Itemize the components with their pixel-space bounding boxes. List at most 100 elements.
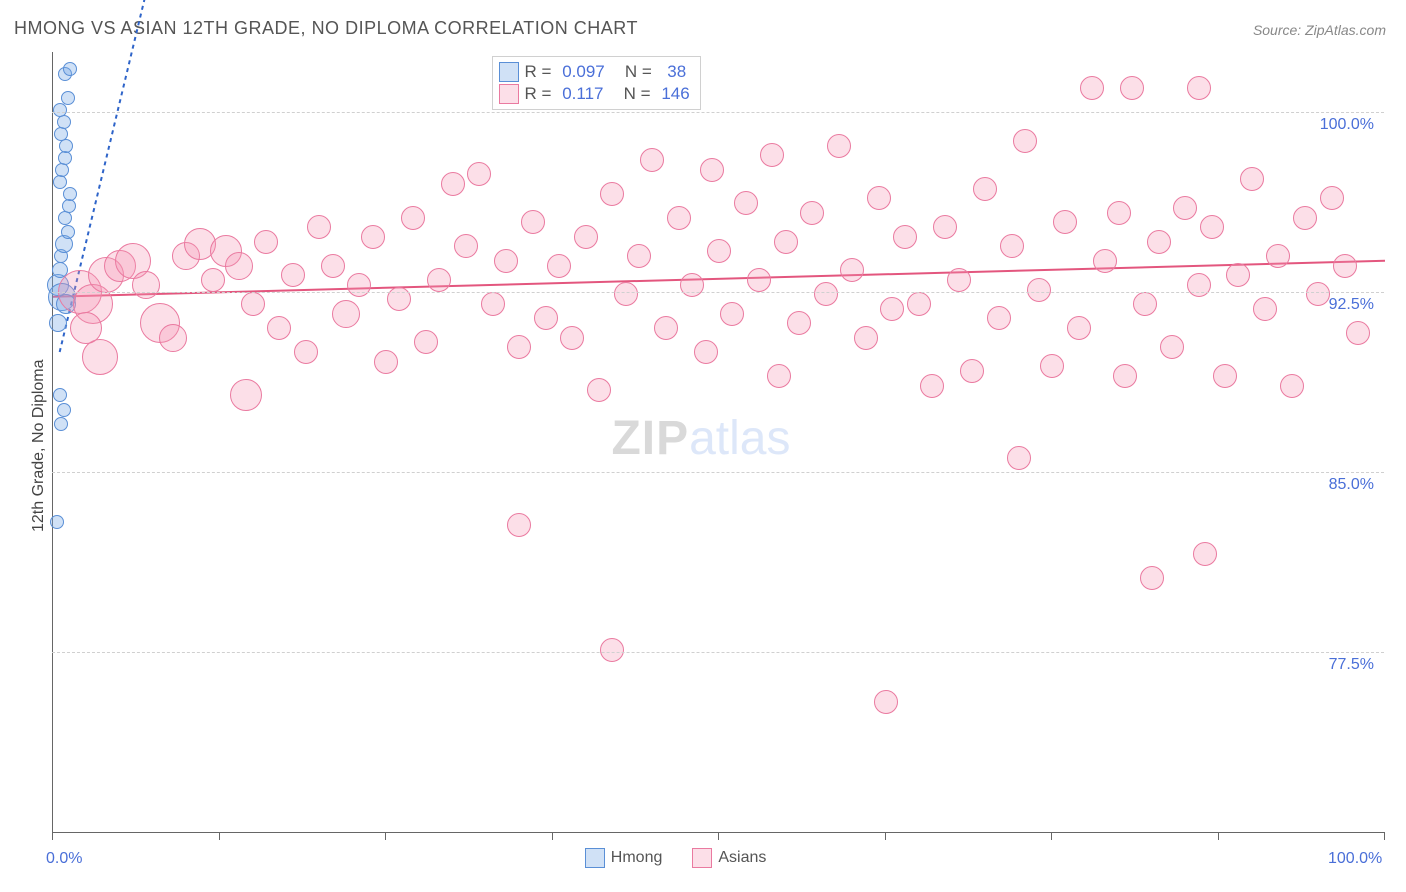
data-point-asians [281, 263, 305, 287]
data-point-hmong [61, 225, 75, 239]
data-point-asians [907, 292, 931, 316]
data-point-asians [707, 239, 731, 263]
data-point-asians [1140, 566, 1164, 590]
data-point-asians [241, 292, 265, 316]
legend-n-value: 38 [658, 61, 686, 83]
data-point-asians [560, 326, 584, 350]
x-tick-mark [1051, 832, 1052, 840]
data-point-asians [401, 206, 425, 230]
data-point-asians [600, 638, 624, 662]
data-point-asians [254, 230, 278, 254]
source-label: Source: ZipAtlas.com [1253, 22, 1386, 38]
scatter-plot [52, 52, 1385, 833]
data-point-asians [947, 268, 971, 292]
data-point-asians [1173, 196, 1197, 220]
gridline [52, 652, 1384, 653]
data-point-asians [627, 244, 651, 268]
data-point-asians [1007, 446, 1031, 470]
data-point-asians [667, 206, 691, 230]
data-point-asians [1027, 278, 1051, 302]
legend-n-value: 146 [657, 83, 690, 105]
data-point-asians [920, 374, 944, 398]
data-point-asians [1187, 76, 1211, 100]
data-point-hmong [58, 151, 72, 165]
data-point-asians [201, 268, 225, 292]
x-tick-mark [385, 832, 386, 840]
data-point-asians [1213, 364, 1237, 388]
data-point-asians [321, 254, 345, 278]
data-point-asians [1147, 230, 1171, 254]
legend-r-label: R = [525, 61, 552, 83]
y-tick-label: 77.5% [1294, 656, 1374, 674]
legend-swatch [692, 848, 712, 868]
data-point-asians [1333, 254, 1357, 278]
chart-title: HMONG VS ASIAN 12TH GRADE, NO DIPLOMA CO… [14, 18, 638, 39]
data-point-hmong [63, 187, 77, 201]
legend-label: Hmong [611, 849, 663, 866]
data-point-asians [132, 271, 160, 299]
data-point-asians [614, 282, 638, 306]
x-tick-mark [885, 832, 886, 840]
data-point-hmong [53, 388, 67, 402]
data-point-asians [680, 273, 704, 297]
y-tick-label: 92.5% [1294, 296, 1374, 314]
y-axis-label: 12th Grade, No Diploma [30, 359, 48, 532]
data-point-asians [1093, 249, 1117, 273]
x-tick-mark [718, 832, 719, 840]
data-point-hmong [53, 175, 67, 189]
x-tick-mark [1384, 832, 1385, 840]
data-point-asians [1013, 129, 1037, 153]
data-point-asians [1280, 374, 1304, 398]
x-tick-mark [552, 832, 553, 840]
data-point-asians [987, 306, 1011, 330]
data-point-asians [159, 324, 187, 352]
legend-item: Asians [692, 848, 766, 868]
data-point-asians [82, 339, 118, 375]
data-point-asians [800, 201, 824, 225]
data-point-asians [332, 300, 360, 328]
data-point-asians [547, 254, 571, 278]
legend-item: Hmong [585, 848, 663, 868]
data-point-asians [347, 273, 371, 297]
legend-r-value: 0.117 [557, 83, 603, 105]
legend-stats-box: R = 0.097 N = 38R = 0.117 N = 146 [492, 56, 701, 110]
legend-swatch [585, 848, 605, 868]
x-axis-max-label: 100.0% [1328, 850, 1382, 868]
data-point-hmong [59, 139, 73, 153]
data-point-asians [747, 268, 771, 292]
data-point-asians [574, 225, 598, 249]
data-point-asians [1346, 321, 1370, 345]
gridline [52, 112, 1384, 113]
data-point-asians [874, 690, 898, 714]
data-point-asians [1200, 215, 1224, 239]
data-point-asians [225, 252, 253, 280]
legend-swatch [499, 84, 519, 104]
data-point-hmong [58, 211, 72, 225]
gridline [52, 292, 1384, 293]
data-point-asians [1160, 335, 1184, 359]
x-tick-mark [219, 832, 220, 840]
data-point-asians [814, 282, 838, 306]
data-point-asians [694, 340, 718, 364]
data-point-asians [507, 513, 531, 537]
x-tick-mark [52, 832, 53, 840]
data-point-asians [294, 340, 318, 364]
data-point-asians [1253, 297, 1277, 321]
data-point-asians [374, 350, 398, 374]
data-point-asians [1120, 76, 1144, 100]
legend-n-label: N = [610, 83, 651, 105]
data-point-asians [654, 316, 678, 340]
data-point-asians [854, 326, 878, 350]
data-point-hmong [54, 417, 68, 431]
data-point-asians [827, 134, 851, 158]
data-point-asians [1320, 186, 1344, 210]
data-point-asians [494, 249, 518, 273]
data-point-hmong [57, 115, 71, 129]
legend-r-label: R = [525, 83, 552, 105]
x-tick-mark [1218, 832, 1219, 840]
data-point-asians [734, 191, 758, 215]
legend-n-label: N = [611, 61, 652, 83]
x-axis-min-label: 0.0% [46, 850, 82, 868]
data-point-hmong [57, 403, 71, 417]
data-point-asians [481, 292, 505, 316]
